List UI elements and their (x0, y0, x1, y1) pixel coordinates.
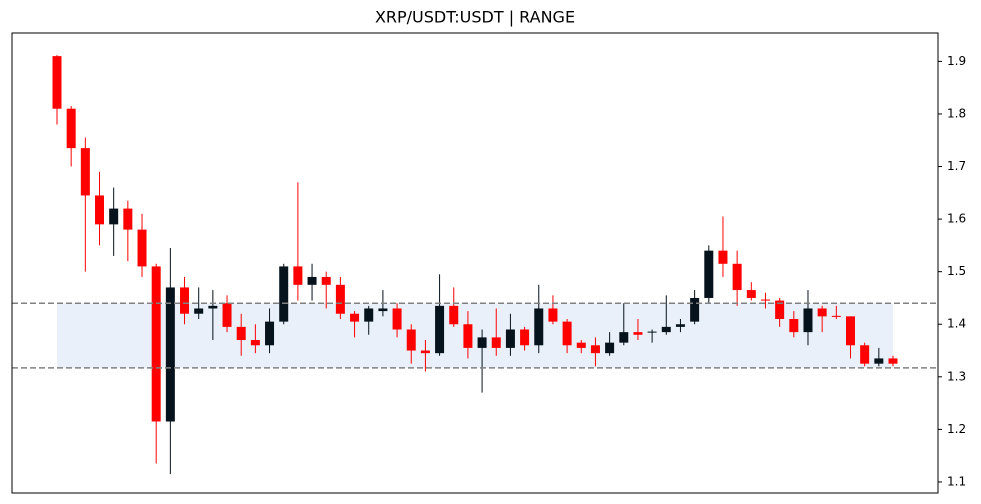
candle-body (704, 250, 714, 298)
range-band (57, 303, 893, 368)
candle-body (208, 305, 218, 309)
candle-body (548, 308, 558, 322)
candle-body (860, 345, 870, 364)
candle-body (576, 342, 586, 348)
candle-body (690, 297, 700, 322)
candle-body (675, 324, 685, 327)
candle-body (80, 148, 90, 196)
candle-body (406, 329, 416, 351)
candle-body (165, 287, 175, 422)
candle-body (491, 337, 501, 348)
candle-body (236, 326, 246, 341)
candle-body (52, 56, 62, 109)
candle-body (222, 303, 232, 327)
candle-body (335, 284, 345, 314)
candle-body (392, 308, 402, 330)
y-tick-label: 1.2 (947, 422, 966, 436)
y-tick-label: 1.4 (947, 317, 966, 331)
candle-body (378, 308, 388, 312)
candle-body (789, 318, 799, 333)
candle-body (803, 308, 813, 333)
y-tick-label: 1.1 (947, 474, 966, 488)
candle-body (477, 337, 487, 348)
y-tick-label: 1.8 (947, 106, 966, 120)
candle-body (123, 208, 133, 230)
plot-frame (11, 32, 939, 494)
candle-body (831, 315, 841, 317)
y-tick-label: 1.6 (947, 212, 966, 226)
candle-body (520, 329, 530, 346)
candle-body (307, 276, 317, 285)
candle-body (619, 332, 629, 343)
candle-body (647, 331, 657, 333)
candle-body (732, 263, 742, 291)
candle-body (194, 308, 204, 314)
chart-title: XRP/USDT:USDT | RANGE (375, 8, 575, 27)
candle-body (265, 321, 275, 346)
candle-body (66, 108, 76, 149)
candle-body (109, 208, 119, 225)
candle-body (250, 340, 260, 346)
candle-body (321, 276, 331, 285)
candle-body (350, 313, 360, 322)
candle-body (718, 250, 728, 264)
candle-body (435, 305, 445, 354)
y-tick-label: 1.9 (947, 54, 966, 68)
candle-body (845, 316, 855, 346)
candle-body (590, 345, 600, 354)
candle-body (874, 358, 884, 364)
candle-body (137, 229, 147, 267)
candle-body (817, 308, 827, 317)
candle-body (279, 266, 289, 322)
candle-body (420, 350, 430, 354)
candle-body (562, 321, 572, 346)
candle-body (463, 324, 473, 348)
candle-body (180, 287, 190, 314)
candle-body (95, 195, 105, 225)
candle-body (151, 266, 161, 422)
candle-body (605, 342, 615, 354)
candle-body (293, 266, 303, 285)
y-tick-label: 1.5 (947, 264, 966, 278)
candle-body (449, 305, 459, 325)
candle-body (775, 300, 785, 319)
candle-body (888, 358, 898, 364)
candle-body (746, 290, 756, 298)
candle-body (505, 329, 515, 348)
candle-body (760, 299, 770, 301)
candle-body (661, 326, 671, 333)
plot-area (12, 33, 938, 493)
y-tick-label: 1.3 (947, 369, 966, 383)
candle-body (633, 332, 643, 335)
y-tick-label: 1.7 (947, 159, 966, 173)
candle-body (534, 308, 544, 346)
candle-body (364, 308, 374, 322)
